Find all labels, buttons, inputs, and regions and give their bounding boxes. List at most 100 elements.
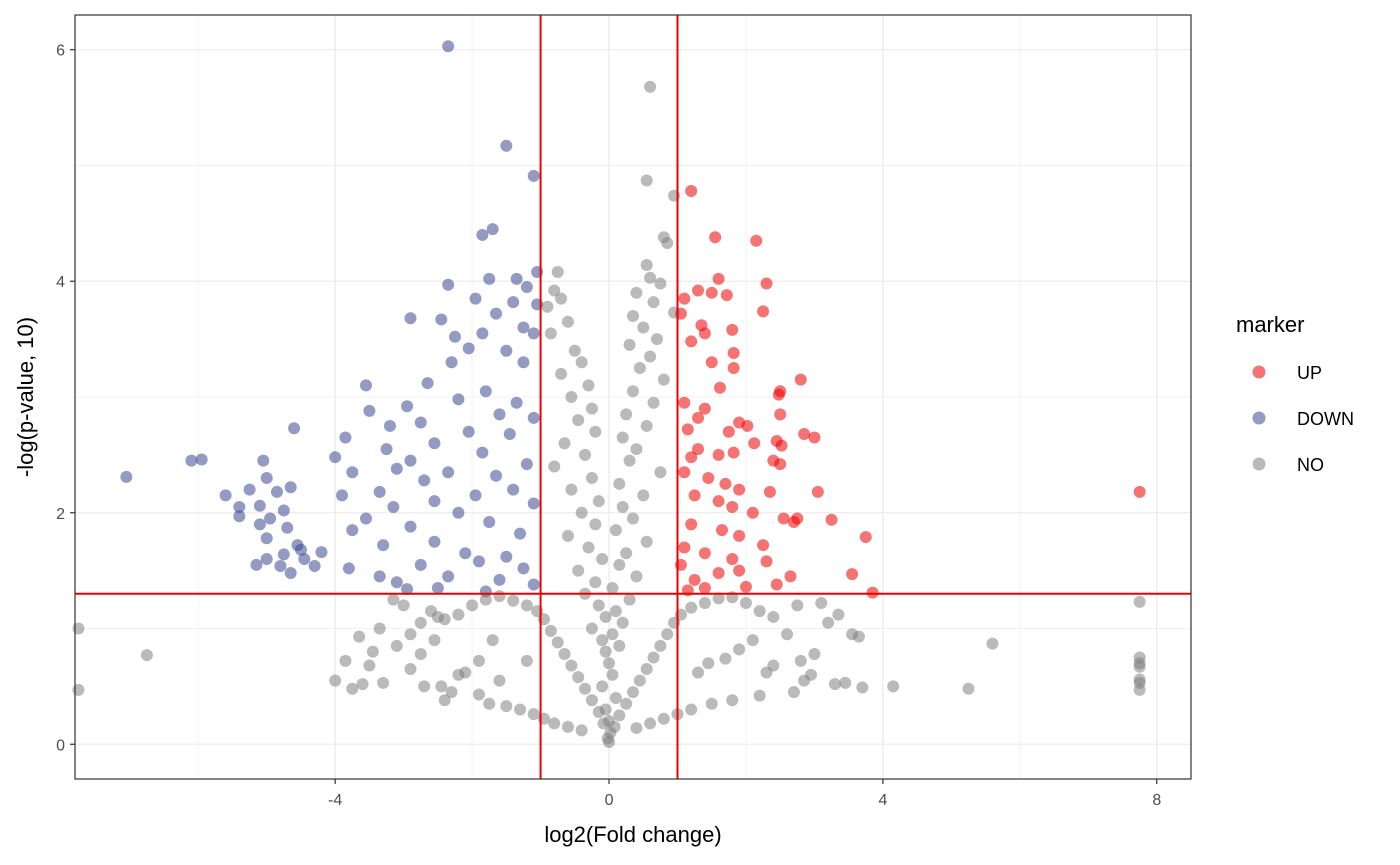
data-point [493,590,506,603]
data-point [253,499,266,512]
data-point [630,286,643,299]
data-point [527,497,540,510]
series-down [120,40,544,598]
data-point [500,550,513,563]
data-point [712,272,725,285]
data-point [726,323,739,336]
data-point [681,423,694,436]
data-point [606,628,619,641]
data-point [688,489,701,502]
data-point [716,524,729,537]
data-point [620,408,633,421]
data-point [517,562,530,575]
data-point [647,651,660,664]
data-point [1133,485,1146,498]
data-point [698,582,711,594]
threshold-lines [75,15,1191,779]
legend-label: DOWN [1297,409,1354,429]
legend-item-down: DOWN [1252,409,1354,429]
data-point [366,645,379,658]
data-point [233,500,246,513]
data-point [565,483,578,496]
data-point [616,500,629,513]
data-point [346,524,359,537]
data-point [257,454,270,467]
data-point [500,700,513,713]
data-point [383,419,396,432]
data-point [798,428,811,441]
data-point [599,645,612,658]
data-point [794,373,807,386]
data-point [459,547,472,560]
data-point [825,513,838,526]
data-point [772,388,785,401]
data-point [627,309,639,322]
data-point [685,518,698,531]
data-point [589,576,602,589]
data-point [760,666,773,679]
data-point [702,657,715,670]
data-point [727,362,740,375]
data-point [609,524,622,537]
data-point [750,234,763,247]
data-point [120,470,133,483]
data-point [452,506,465,519]
data-point [589,425,602,438]
data-point [517,321,530,334]
data-point [775,439,788,452]
data-point [596,680,609,693]
data-point [435,313,448,326]
data-point [698,402,711,415]
data-point [387,500,400,513]
data-point [336,489,349,502]
data-point [514,703,527,716]
data-point [476,446,489,459]
data-point [688,573,701,586]
data-point [608,720,621,733]
data-point [442,278,455,291]
data-point [678,292,691,305]
legend-item-no: NO [1252,455,1324,475]
data-point [746,634,759,647]
data-point [712,495,725,508]
data-point [733,483,746,496]
data-point [839,676,852,689]
data-point [822,616,835,629]
data-point [565,391,578,403]
data-point [414,616,427,629]
data-point [753,605,766,618]
data-point [777,512,790,525]
data-point [781,628,794,641]
data-point [784,570,797,583]
data-point [733,564,746,577]
data-point [243,483,256,496]
data-point [428,535,441,548]
data-point [654,639,667,652]
data-point [620,547,633,560]
data-point [596,553,609,566]
data-point [472,688,485,701]
data-point [527,411,540,424]
data-point [787,686,800,699]
data-point [555,367,568,380]
data-point [551,636,564,649]
legend-key [1252,411,1266,425]
data-point [727,347,740,360]
data-point [640,174,653,187]
data-point [507,594,520,607]
data-point [353,630,366,643]
data-point [832,608,845,621]
data-point [692,284,705,297]
data-point [514,527,527,540]
data-point [720,289,733,302]
data-point [195,453,208,466]
data-point [620,697,633,710]
data-point [469,292,482,305]
data-point [479,593,492,606]
data-point [852,630,865,643]
data-point [770,578,783,591]
data-point [887,680,900,693]
data-point [808,431,821,444]
y-tick-label: 0 [56,737,65,754]
data-point [613,477,626,490]
